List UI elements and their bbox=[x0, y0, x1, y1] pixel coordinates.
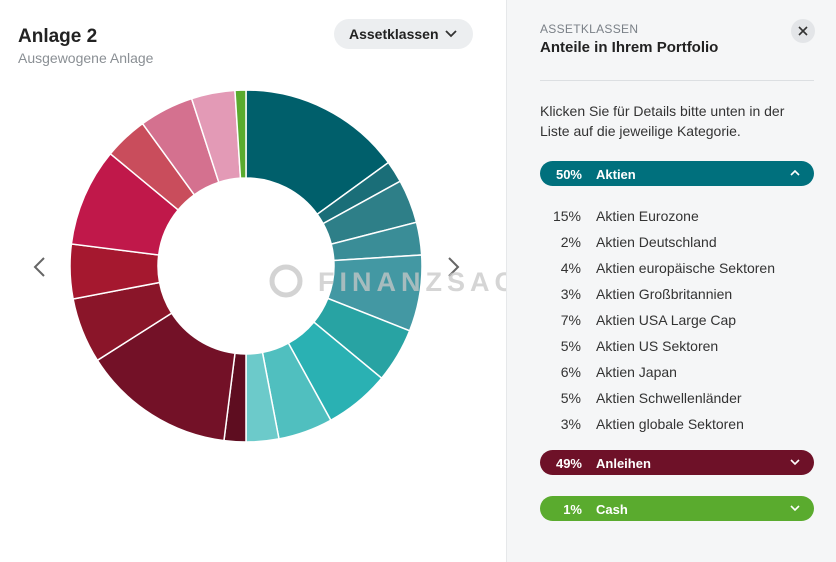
dropdown[interactable] bbox=[334, 19, 473, 49]
group-name: Aktien bbox=[596, 167, 636, 182]
item-share: 3% bbox=[560, 286, 581, 302]
prev-arrow[interactable] bbox=[33, 257, 45, 277]
item-name: Aktien Deutschland bbox=[596, 234, 717, 250]
item-share: 4% bbox=[560, 260, 581, 276]
donut-segment[interactable] bbox=[234, 89, 247, 179]
item-name: Aktien USA Large Cap bbox=[596, 312, 737, 328]
group-share: 49% bbox=[555, 456, 582, 471]
group-name: Cash bbox=[596, 502, 628, 517]
item-name: Aktien Schwellenländer bbox=[596, 390, 742, 406]
watermark: FINANZSACHE bbox=[318, 267, 506, 297]
portfolio-view: Anlage 2 Ausgewogene Anlage Assetklassen… bbox=[18, 19, 506, 443]
dropdown-label: Assetklassen bbox=[349, 26, 439, 42]
donut-segment[interactable] bbox=[96, 312, 236, 442]
group-share: 50% bbox=[555, 167, 582, 182]
item-name: Aktien US Sektoren bbox=[596, 338, 719, 354]
item-name: Aktien Großbritannien bbox=[596, 286, 733, 302]
close-icon bbox=[798, 26, 808, 36]
item-share: 2% bbox=[560, 234, 581, 250]
item-name: Aktien Eurozone bbox=[596, 208, 699, 224]
donut bbox=[69, 89, 423, 443]
side-panel: ASSETKLASSEN Anteile in Ihrem Portfolio … bbox=[506, 0, 836, 562]
chevron bbox=[445, 30, 457, 38]
panel-title: Anteile in Ihrem Portfolio bbox=[540, 39, 719, 56]
item-share: 15% bbox=[552, 208, 581, 224]
item-share: 5% bbox=[560, 338, 581, 354]
chevron bbox=[790, 459, 800, 466]
subtitle: Ausgewogene Anlage bbox=[18, 50, 154, 66]
close-button[interactable] bbox=[791, 19, 815, 43]
watermark-logo bbox=[269, 264, 303, 298]
chevron bbox=[790, 505, 800, 512]
item-share: 7% bbox=[560, 312, 581, 328]
item-name: Aktien Japan bbox=[596, 364, 677, 380]
group-share: 1% bbox=[563, 502, 582, 517]
group-name: Anleihen bbox=[596, 456, 651, 471]
item-name: Aktien globale Sektoren bbox=[596, 416, 744, 432]
divider bbox=[540, 80, 814, 81]
title: Anlage 2 bbox=[18, 26, 97, 47]
item-share: 6% bbox=[560, 364, 581, 380]
instructions: Klicken Sie für Details bitte unten in d… bbox=[540, 103, 785, 139]
group-pill[interactable]: 1% Cash bbox=[540, 496, 814, 521]
eyebrow: ASSETKLASSEN bbox=[540, 22, 639, 36]
chevron bbox=[790, 169, 800, 176]
group-pill[interactable]: 50% Aktien bbox=[540, 161, 814, 186]
item-name: Aktien europäische Sektoren bbox=[596, 260, 775, 276]
item-share: 5% bbox=[560, 390, 581, 406]
group-pill[interactable]: 49% Anleihen bbox=[540, 450, 814, 475]
item-share: 3% bbox=[560, 416, 581, 432]
next-arrow[interactable] bbox=[448, 257, 460, 277]
donut-segment[interactable] bbox=[245, 89, 390, 216]
